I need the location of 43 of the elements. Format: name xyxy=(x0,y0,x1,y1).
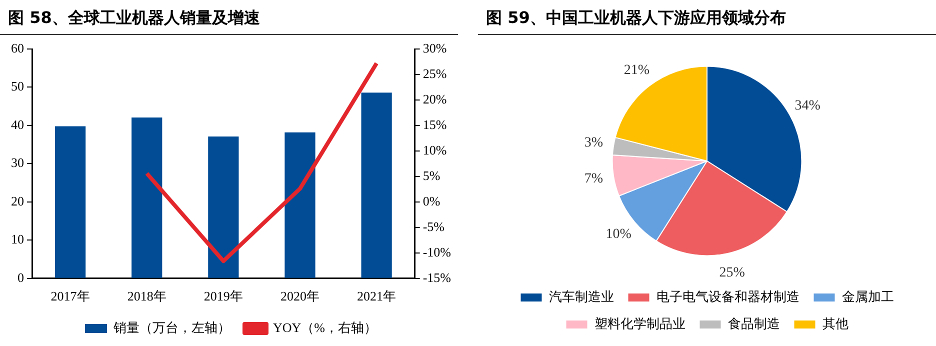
data-label: 21% xyxy=(624,63,650,78)
y2-tick-label: -15% xyxy=(422,270,452,285)
y2-tick-label: 15% xyxy=(422,116,447,132)
legend-label: YOY（%，右轴） xyxy=(273,320,378,335)
chart-title: 图 59、中国工业机器人下游应用领域分布 xyxy=(478,0,936,35)
y2-tick-label: 25% xyxy=(422,66,447,81)
legend-label: 销量（万台，左轴） xyxy=(112,320,231,335)
x-tick-label: 2019年 xyxy=(204,288,243,304)
data-label: 7% xyxy=(584,172,604,187)
y2-tick-label: 20% xyxy=(422,91,447,106)
legend-label: 汽车制造业 xyxy=(548,288,614,304)
y-tick-label: 20 xyxy=(11,193,24,208)
y2-tick-label: 5% xyxy=(422,168,440,183)
legend-label: 食品制造 xyxy=(728,316,780,331)
y-tick-label: 30 xyxy=(11,155,24,170)
legend-label: 其他 xyxy=(822,316,848,331)
bar xyxy=(284,132,316,278)
x-tick-label: 2018年 xyxy=(127,288,166,304)
y2-tick-label: 10% xyxy=(422,142,447,158)
data-label: 10% xyxy=(606,226,632,242)
y-tick-label: 60 xyxy=(11,40,24,56)
y-tick-label: 0 xyxy=(18,270,24,285)
data-label: 25% xyxy=(719,266,746,281)
y-tick-label: 40 xyxy=(11,116,24,132)
chart-title: 图 58、全球工业机器人销量及增速 xyxy=(0,0,458,35)
bar xyxy=(208,136,239,278)
x-tick-label: 2017年 xyxy=(50,288,90,304)
legend-label: 金属加工 xyxy=(842,288,894,304)
legend-label: 塑料化学制品业 xyxy=(594,316,686,331)
data-label: 34% xyxy=(794,98,821,114)
y2-tick-label: 30% xyxy=(422,40,447,56)
y-tick-label: 50 xyxy=(11,78,24,94)
x-tick-label: 2020年 xyxy=(280,288,320,304)
bar xyxy=(54,126,86,278)
legend-label: 电子电气设备和器材制造 xyxy=(656,288,800,304)
x-tick-label: 2021年 xyxy=(357,288,396,304)
y2-tick-label: -10% xyxy=(422,244,452,260)
bar xyxy=(361,92,392,278)
y-tick-label: 10 xyxy=(11,232,24,247)
data-label: 3% xyxy=(584,136,604,151)
y2-tick-label: -5% xyxy=(422,218,445,234)
y2-tick-label: 0% xyxy=(422,193,440,208)
bar xyxy=(132,117,162,278)
